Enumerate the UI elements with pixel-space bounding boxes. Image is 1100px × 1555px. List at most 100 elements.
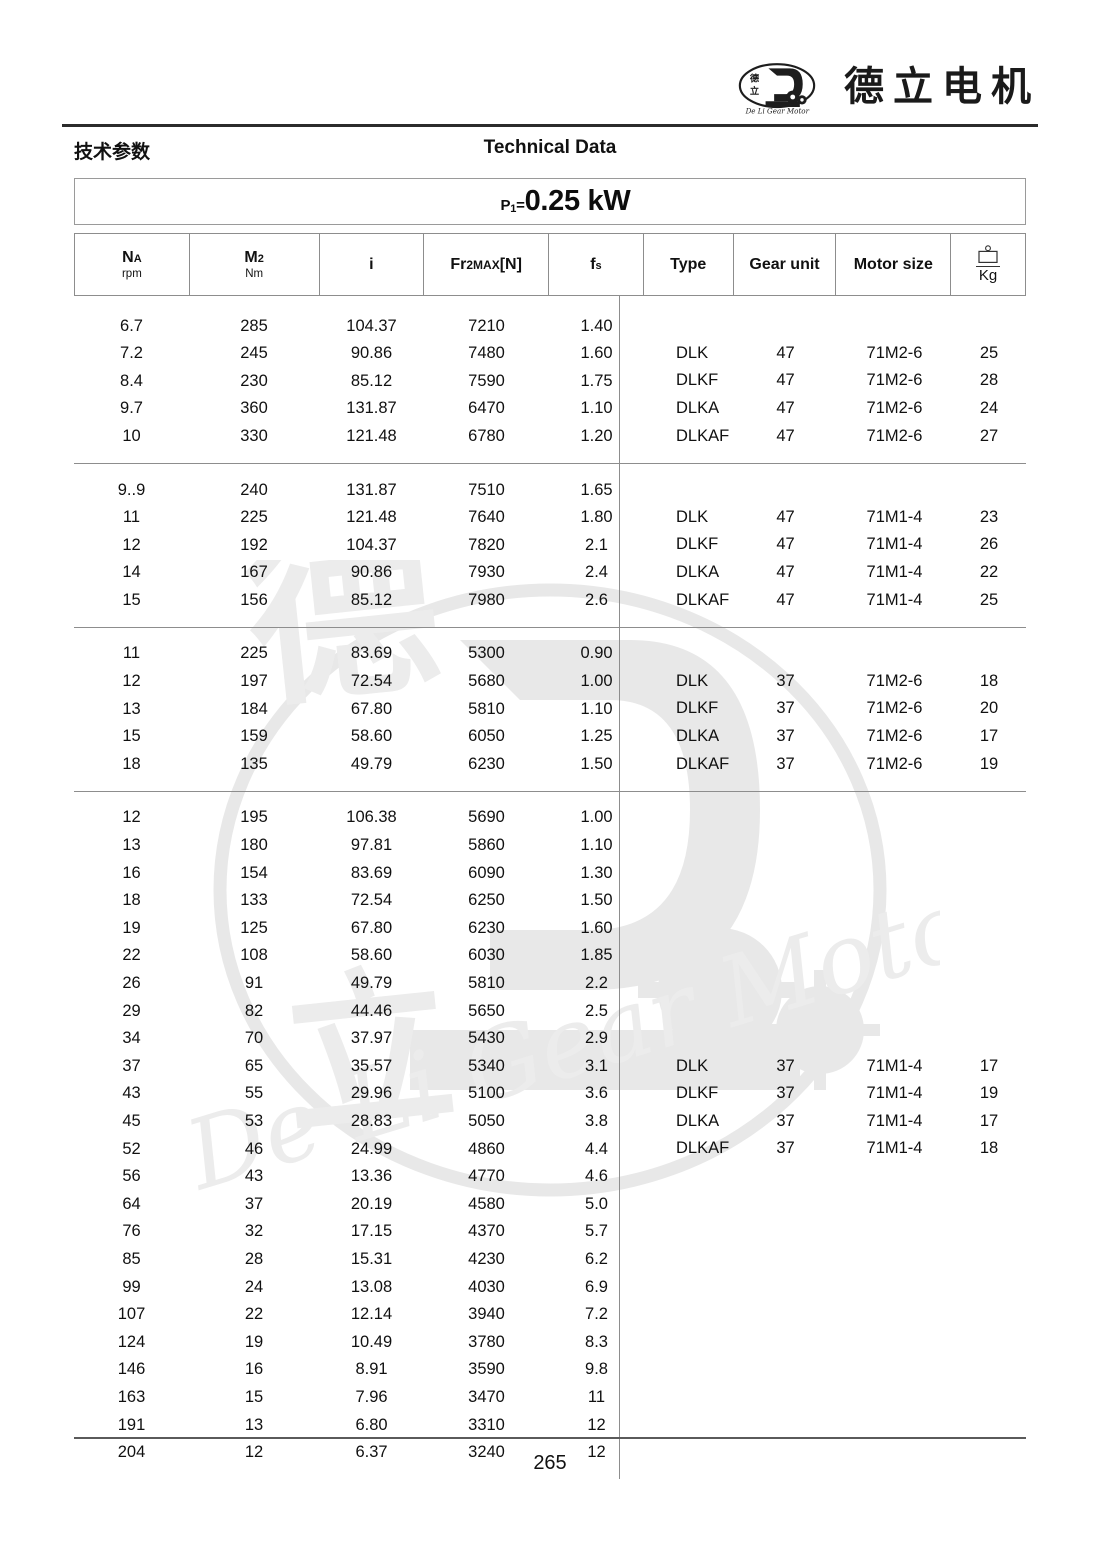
cell-fs: 1.50	[580, 754, 613, 773]
cell-i: 17.15	[350, 1222, 393, 1241]
cell-na: 11	[122, 508, 141, 527]
cell-fr: 5650	[468, 1001, 505, 1020]
cell-na: 163	[117, 1387, 146, 1406]
page-title-cn: 技术参数	[74, 141, 151, 163]
table-header-row: NA rpm M2 Nm i Fr2MAX[N] fs Type Gear un…	[74, 233, 1026, 296]
cell-type: DLK	[676, 671, 709, 690]
cell-m2: 22	[244, 1305, 264, 1324]
cell-m2: 195	[240, 808, 268, 827]
cell-fr: 5690	[468, 808, 505, 827]
cell-na: 146	[117, 1360, 146, 1379]
cell-fs: 1.50	[580, 891, 613, 910]
cell-kg: 18	[979, 1139, 999, 1158]
cell-i: 15.31	[350, 1249, 393, 1268]
cell-fs: 5.0	[585, 1194, 608, 1213]
table-row: 26 91 49.79 5810 2.2	[74, 969, 1026, 997]
spec-row: DLKAF 47 71M2-6 27	[644, 422, 1026, 450]
cell-type: DLKF	[676, 535, 719, 554]
spec-row: DLK 47 71M2-6 25	[644, 340, 1026, 368]
cell-fr: 5430	[468, 1029, 505, 1048]
table-row: 8.4 230 85.12 7590 1.75	[74, 367, 1026, 395]
cell-fs: 2.6	[585, 590, 608, 609]
cell-kg: 25	[979, 590, 999, 609]
column-header-fs: fs	[549, 234, 644, 295]
cell-kg: 19	[979, 1084, 999, 1103]
cell-gear: 37	[776, 1139, 795, 1158]
spec-row: DLK 47 71M1-4 23	[644, 504, 1026, 532]
spec-row: DLKF 47 71M1-4 26	[644, 531, 1026, 559]
cell-fr: 6250	[468, 891, 505, 910]
column-header-m2: M2 Nm	[190, 234, 320, 295]
m2-subscript: 2	[257, 252, 264, 265]
m2-unit: Nm	[245, 267, 264, 280]
cell-fs: 6.2	[585, 1249, 608, 1268]
table-row: 12 195 106.38 5690 1.00	[74, 804, 1026, 832]
cell-motor: 71M1-4	[866, 1139, 923, 1158]
cell-fs: 9.8	[585, 1360, 608, 1379]
cell-i: 85.12	[350, 371, 393, 390]
cell-na: 12	[122, 672, 141, 691]
table-row: 13 180 97.81 5860 1.10	[74, 832, 1026, 860]
table-row: 14 167 90.86 7930 2.4	[74, 559, 1026, 587]
cell-na: 43	[122, 1084, 141, 1103]
cell-m2: 240	[240, 480, 268, 499]
header-rule	[62, 124, 1038, 127]
cell-i: 12.14	[350, 1305, 393, 1324]
cell-i: 49.79	[350, 974, 393, 993]
cell-m2: 43	[244, 1167, 264, 1186]
cell-i: 24.99	[350, 1139, 393, 1158]
cell-kg: 24	[979, 399, 999, 418]
cell-m2: 108	[240, 946, 268, 965]
cell-i: 131.87	[346, 399, 397, 418]
cell-i: 8.91	[355, 1360, 388, 1379]
cell-type: DLKF	[676, 371, 719, 390]
cell-na: 124	[117, 1332, 146, 1351]
cell-gear: 47	[776, 507, 795, 526]
cell-m2: 156	[240, 590, 268, 609]
cell-m2: 133	[240, 891, 268, 910]
cell-na: 85	[122, 1249, 141, 1268]
cell-m2: 37	[244, 1194, 264, 1213]
cell-gear: 47	[776, 426, 795, 445]
cell-fs: 3.6	[585, 1084, 608, 1103]
cell-fr: 5680	[468, 672, 505, 691]
table-row: 9.7 360 131.87 6470 1.10	[74, 395, 1026, 423]
power-equals: =	[516, 197, 525, 214]
cell-type: DLKAF	[676, 426, 730, 445]
cell-fs: 12	[587, 1443, 606, 1462]
cell-motor: 71M2-6	[866, 343, 923, 362]
cell-fs: 4.4	[585, 1139, 608, 1158]
cell-fr: 5050	[468, 1111, 505, 1130]
cell-gear: 47	[776, 590, 795, 609]
cell-na: 12	[122, 808, 141, 827]
cell-fr: 6780	[468, 426, 505, 445]
cell-fs: 1.20	[580, 426, 613, 445]
cell-type: DLKAF	[676, 1139, 730, 1158]
cell-i: 44.46	[350, 1001, 393, 1020]
title-row: 技术参数 Technical Data	[62, 137, 1038, 171]
cell-type: DLKF	[676, 699, 719, 718]
cell-gear: 37	[776, 1084, 795, 1103]
cell-na: 16	[122, 863, 141, 882]
cell-fs: 2.9	[585, 1029, 608, 1048]
cell-fs: 7.2	[585, 1305, 608, 1324]
cell-fs: 12	[587, 1415, 606, 1434]
cell-m2: 330	[240, 426, 268, 445]
cell-fr: 6230	[468, 918, 505, 937]
cell-na: 9.7	[120, 399, 143, 418]
cell-fr: 7510	[468, 480, 505, 499]
cell-m2: 197	[240, 672, 268, 691]
cell-fs: 11	[587, 1387, 606, 1406]
cell-na: 191	[117, 1415, 146, 1434]
cell-gear: 47	[776, 563, 795, 582]
cell-i: 58.60	[350, 946, 393, 965]
cell-i: 131.87	[346, 480, 397, 499]
cell-fs: 2.2	[585, 974, 608, 993]
cell-fr: 4580	[468, 1194, 505, 1213]
cell-type: DLKAF	[676, 754, 730, 773]
fr-symbol: Fr	[450, 255, 467, 273]
cell-fs: 1.85	[580, 946, 613, 965]
cell-motor: 71M1-4	[866, 563, 923, 582]
spec-row: DLKF 37 71M2-6 20	[644, 695, 1026, 723]
spec-row: DLKAF 37 71M2-6 19	[644, 750, 1026, 778]
